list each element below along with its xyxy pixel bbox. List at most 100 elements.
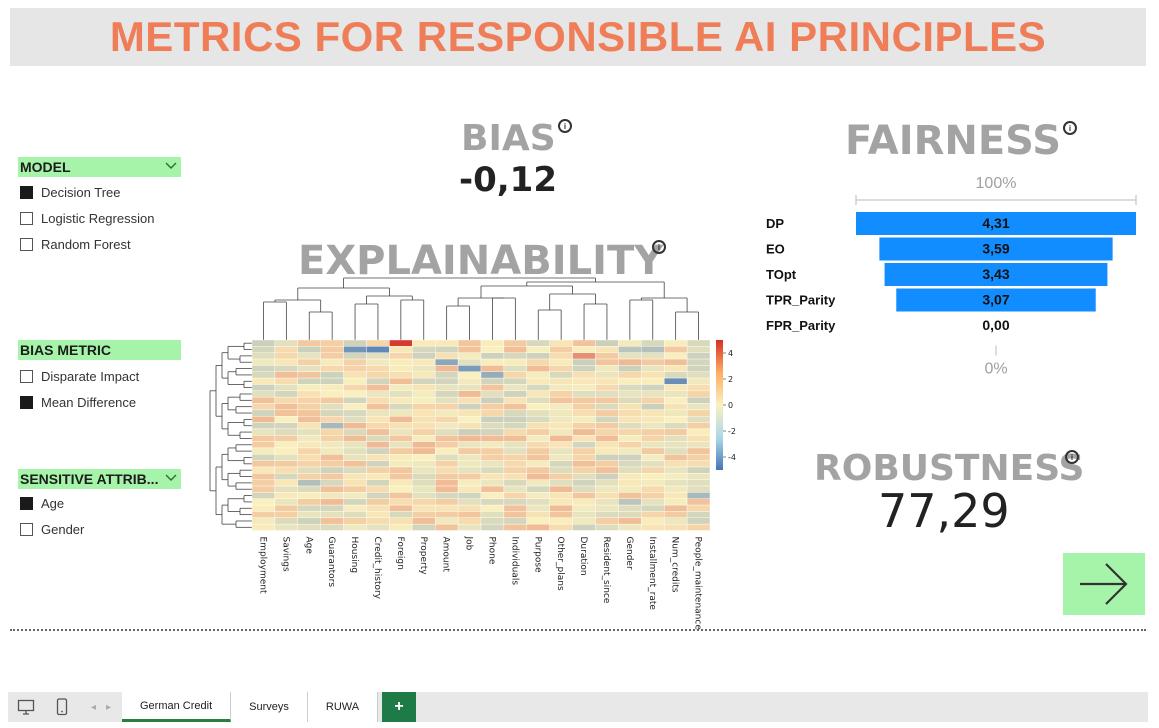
heatmap-cell [549, 504, 573, 512]
heatmap-cell [251, 454, 276, 461]
heatmap-cell [412, 352, 436, 360]
heatmap-cell [389, 371, 413, 379]
model-option-logistic-regression[interactable]: Logistic Regression [20, 210, 154, 226]
heatmap-cell [412, 498, 436, 506]
heatmap-cell [595, 492, 619, 499]
heatmap-cell [480, 422, 505, 430]
sensitive-option-age[interactable]: Age [20, 495, 64, 511]
heatmap-cell [549, 454, 573, 461]
bias-option-mean-difference[interactable]: Mean Difference [20, 394, 136, 410]
model-option-decision-tree[interactable]: Decision Tree [20, 184, 120, 200]
checkbox-icon[interactable] [20, 185, 33, 199]
heatmap-cell [549, 371, 573, 379]
heatmap-cell [549, 428, 573, 436]
heatmap-cell [320, 377, 344, 385]
heatmap-cell [297, 365, 321, 372]
funnel-bar[interactable] [856, 212, 1136, 235]
heatmap-cell [664, 403, 688, 411]
heatmap-cell [297, 523, 321, 531]
funnel-bottom-label: 0% [984, 361, 1007, 378]
mobile-view-icon[interactable] [44, 692, 80, 722]
heatmap-cell [618, 390, 642, 398]
sensitive-option-gender[interactable]: Gender [20, 521, 84, 537]
heatmap-cell [457, 511, 482, 518]
heatmap-cell [595, 517, 619, 525]
model-option-random-forest[interactable]: Random Forest [20, 236, 131, 252]
info-icon[interactable]: i [1065, 450, 1079, 464]
next-page-button[interactable] [1063, 553, 1145, 615]
checkbox-icon[interactable] [20, 237, 33, 251]
heatmap-cell [618, 352, 642, 360]
heatmap-cell [412, 435, 436, 442]
colorbar-tick-label: 4 [728, 349, 733, 358]
heatmap-cell [686, 403, 711, 411]
heatmap-cell [366, 396, 390, 404]
heatmap-cell [320, 409, 344, 417]
heatmap-column-label: Savings [280, 537, 290, 572]
heatmap-cell [618, 517, 642, 525]
info-icon[interactable]: i [1063, 121, 1077, 135]
desktop-view-icon[interactable] [8, 692, 44, 722]
heatmap-cell [664, 422, 688, 430]
sensitive-attribute-slicer-header[interactable]: SENSITIVE ATTRIB... [18, 469, 181, 489]
checkbox-icon[interactable] [20, 496, 33, 510]
heatmap-cell [457, 460, 482, 468]
chevron-down-icon[interactable] [165, 157, 177, 177]
heatmap-cell [366, 358, 390, 366]
chevron-down-icon[interactable] [165, 469, 177, 489]
chevron-right-icon[interactable]: ▸ [106, 701, 112, 713]
heatmap-cell [389, 435, 413, 442]
model-slicer-header[interactable]: MODEL [18, 157, 181, 177]
chevron-left-icon[interactable]: ◂ [90, 701, 96, 713]
heatmap-cell [457, 358, 482, 366]
heatmap-cell [457, 447, 482, 455]
heatmap-cell [251, 422, 276, 430]
heatmap-cell [549, 365, 573, 372]
heatmap-cell [389, 498, 413, 506]
heatmap-cell [572, 365, 596, 372]
checkbox-icon[interactable] [20, 211, 33, 225]
heatmap-cell [503, 428, 527, 436]
funnel-bar[interactable] [879, 237, 1113, 261]
heatmap-cell [595, 346, 619, 353]
heatmap-cell [343, 460, 367, 468]
heatmap-cell [434, 352, 459, 360]
checkbox-icon[interactable] [20, 395, 33, 409]
heatmap-cell [366, 384, 390, 391]
heatmap-cell [274, 492, 299, 499]
tab-surveys[interactable]: Surveys [231, 692, 308, 722]
heatmap-cell [664, 504, 688, 512]
checkbox-icon[interactable] [20, 369, 33, 383]
heatmap-cell [664, 365, 688, 372]
heatmap-cell [526, 377, 550, 385]
heatmap-cell [503, 479, 527, 487]
heatmap-cell [480, 441, 505, 449]
heatmap-cell [274, 485, 299, 493]
checkbox-icon[interactable] [20, 522, 33, 536]
funnel-bar[interactable] [884, 263, 1108, 286]
heatmap-cell [412, 492, 436, 499]
heatmap-cell [366, 485, 390, 493]
tab-ruwa[interactable]: RUWA [307, 692, 379, 722]
heatmap-cell [457, 479, 482, 487]
heatmap-cell [366, 377, 390, 385]
heatmap-cell [664, 428, 688, 436]
heatmap-cell [343, 485, 367, 493]
heatmap-cell [618, 346, 642, 353]
info-icon[interactable]: i [558, 119, 572, 133]
sensitive-slicer-label: SENSITIVE ATTRIB... [20, 471, 159, 487]
heatmap-cell [251, 371, 276, 379]
heatmap-cell [595, 377, 619, 385]
heatmap-cell [366, 403, 390, 411]
add-page-button[interactable]: + [382, 692, 417, 722]
tab-german-credit[interactable]: German Credit [122, 692, 232, 722]
heatmap-cell [251, 377, 276, 385]
heatmap-cell [320, 473, 344, 480]
heatmap-cell [618, 511, 642, 518]
info-icon[interactable]: i [652, 240, 666, 254]
funnel-bar[interactable] [896, 288, 1096, 312]
bias-option-disparate-impact[interactable]: Disparate Impact [20, 368, 139, 384]
heatmap-cell [297, 441, 321, 449]
heatmap-cell [549, 390, 573, 398]
heatmap-cell [641, 485, 665, 493]
